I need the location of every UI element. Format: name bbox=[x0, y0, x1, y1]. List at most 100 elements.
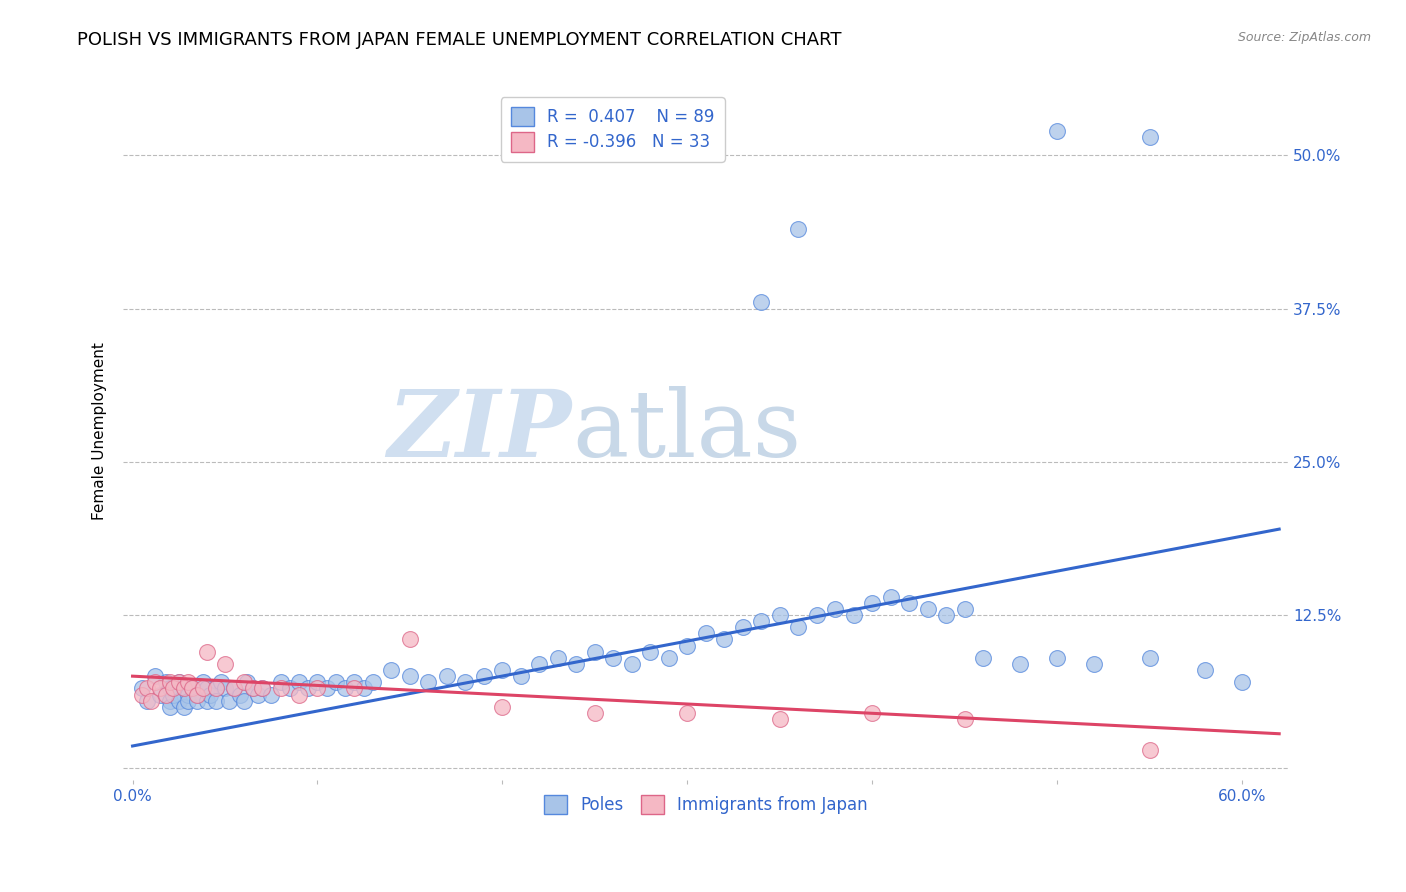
Point bbox=[583, 706, 606, 720]
Point bbox=[380, 663, 402, 677]
Point bbox=[155, 688, 177, 702]
Text: Source: ZipAtlas.com: Source: ZipAtlas.com bbox=[1237, 31, 1371, 45]
Point bbox=[232, 675, 254, 690]
Point bbox=[136, 681, 159, 696]
Point bbox=[935, 607, 957, 622]
Point bbox=[787, 222, 810, 236]
Point bbox=[1194, 663, 1216, 677]
Point bbox=[232, 693, 254, 707]
Point bbox=[204, 681, 226, 696]
Point bbox=[159, 681, 181, 696]
Point bbox=[953, 712, 976, 726]
Point bbox=[658, 650, 681, 665]
Point bbox=[353, 681, 375, 696]
Point bbox=[186, 693, 208, 707]
Point bbox=[173, 681, 195, 696]
Point bbox=[335, 681, 357, 696]
Point bbox=[436, 669, 458, 683]
Point bbox=[167, 693, 190, 707]
Point bbox=[806, 607, 828, 622]
Point bbox=[159, 693, 181, 707]
Point bbox=[159, 699, 181, 714]
Point bbox=[399, 669, 422, 683]
Point bbox=[186, 688, 208, 702]
Point bbox=[224, 681, 246, 696]
Point bbox=[454, 675, 477, 690]
Point bbox=[224, 681, 246, 696]
Point bbox=[195, 645, 218, 659]
Point bbox=[860, 596, 883, 610]
Point bbox=[972, 650, 994, 665]
Point bbox=[195, 693, 218, 707]
Point bbox=[247, 688, 270, 702]
Point bbox=[343, 681, 366, 696]
Point bbox=[399, 632, 422, 647]
Point bbox=[602, 650, 624, 665]
Point bbox=[418, 675, 440, 690]
Point bbox=[229, 688, 252, 702]
Point bbox=[177, 675, 200, 690]
Point bbox=[676, 639, 699, 653]
Point bbox=[191, 681, 214, 696]
Point bbox=[155, 675, 177, 690]
Point bbox=[1046, 650, 1069, 665]
Point bbox=[131, 681, 153, 696]
Point bbox=[162, 681, 184, 696]
Point bbox=[209, 675, 232, 690]
Point bbox=[242, 681, 264, 696]
Point bbox=[131, 688, 153, 702]
Point bbox=[307, 681, 329, 696]
Point bbox=[250, 681, 273, 696]
Point bbox=[159, 675, 181, 690]
Point bbox=[307, 675, 329, 690]
Point bbox=[143, 675, 166, 690]
Point bbox=[472, 669, 495, 683]
Point bbox=[917, 601, 939, 615]
Point bbox=[288, 688, 311, 702]
Point bbox=[529, 657, 551, 671]
Point bbox=[270, 675, 292, 690]
Point bbox=[749, 614, 772, 628]
Text: ZIP: ZIP bbox=[388, 386, 572, 476]
Point bbox=[180, 681, 202, 696]
Point bbox=[1139, 650, 1161, 665]
Point bbox=[278, 681, 301, 696]
Point bbox=[787, 620, 810, 634]
Point bbox=[769, 712, 792, 726]
Point bbox=[288, 675, 311, 690]
Point bbox=[343, 675, 366, 690]
Y-axis label: Female Unemployment: Female Unemployment bbox=[93, 343, 107, 520]
Point bbox=[204, 681, 226, 696]
Point bbox=[491, 663, 513, 677]
Point bbox=[195, 681, 218, 696]
Point bbox=[186, 688, 208, 702]
Point bbox=[880, 590, 903, 604]
Point bbox=[695, 626, 717, 640]
Point bbox=[824, 601, 846, 615]
Point bbox=[214, 681, 236, 696]
Point bbox=[620, 657, 643, 671]
Point bbox=[547, 650, 569, 665]
Point bbox=[325, 675, 347, 690]
Text: atlas: atlas bbox=[572, 386, 801, 476]
Point bbox=[676, 706, 699, 720]
Point bbox=[218, 693, 240, 707]
Point bbox=[1046, 124, 1069, 138]
Point bbox=[713, 632, 735, 647]
Point bbox=[177, 688, 200, 702]
Point bbox=[1230, 675, 1253, 690]
Point bbox=[149, 681, 172, 696]
Text: POLISH VS IMMIGRANTS FROM JAPAN FEMALE UNEMPLOYMENT CORRELATION CHART: POLISH VS IMMIGRANTS FROM JAPAN FEMALE U… bbox=[77, 31, 842, 49]
Point bbox=[250, 681, 273, 696]
Point bbox=[200, 688, 222, 702]
Point bbox=[177, 693, 200, 707]
Point bbox=[842, 607, 865, 622]
Point bbox=[270, 681, 292, 696]
Point bbox=[731, 620, 754, 634]
Point bbox=[173, 699, 195, 714]
Point bbox=[204, 693, 226, 707]
Point bbox=[167, 675, 190, 690]
Point bbox=[214, 657, 236, 671]
Point bbox=[565, 657, 588, 671]
Point bbox=[149, 688, 172, 702]
